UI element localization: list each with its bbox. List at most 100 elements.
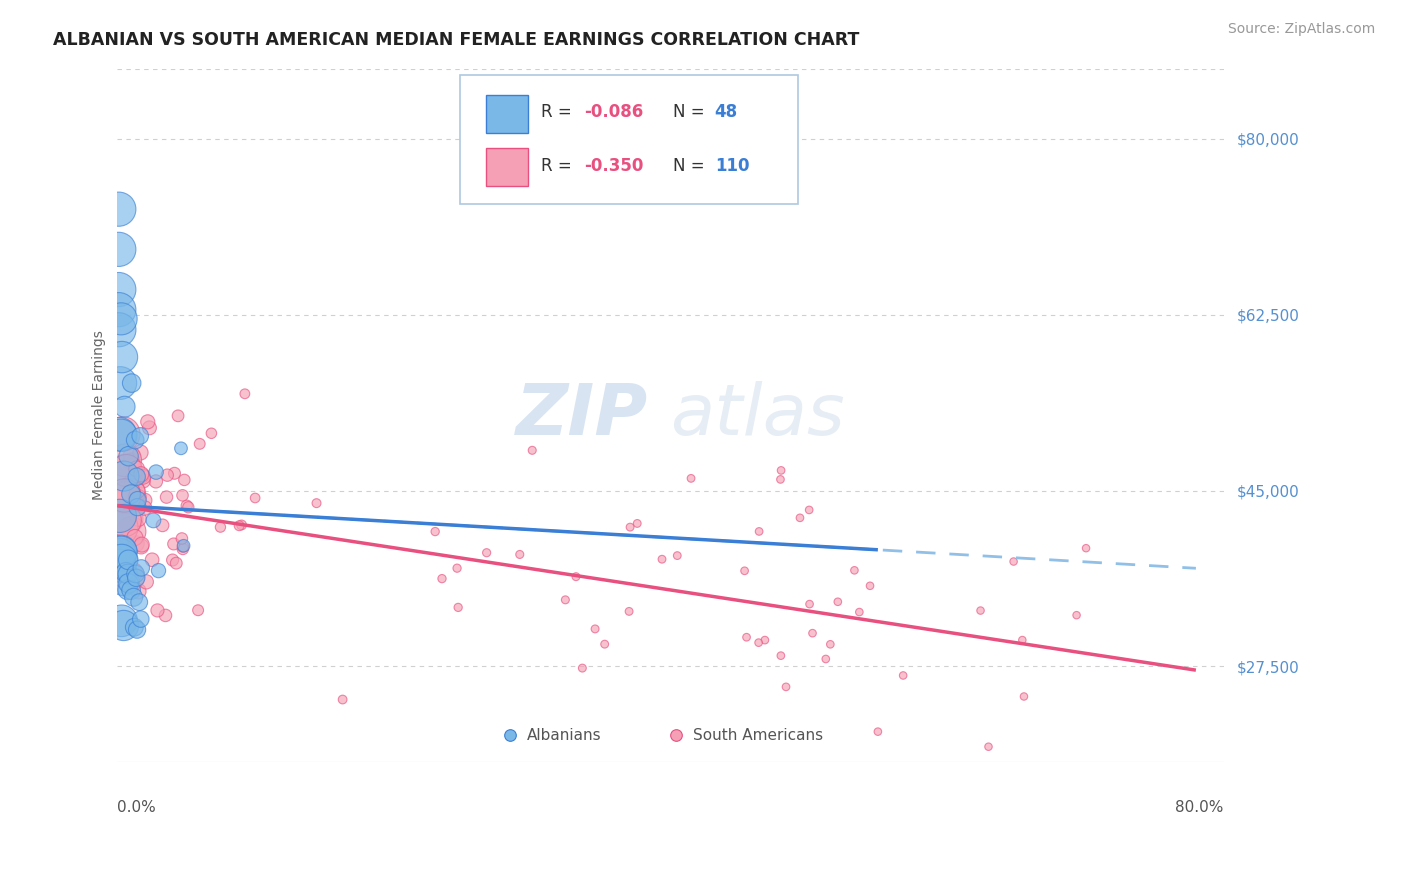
FancyBboxPatch shape bbox=[485, 95, 527, 133]
Point bbox=[141, 553, 163, 567]
Point bbox=[108, 302, 131, 317]
Point bbox=[138, 421, 160, 435]
Point bbox=[626, 516, 648, 531]
Point bbox=[152, 518, 174, 533]
Point bbox=[769, 648, 792, 663]
Point bbox=[121, 376, 143, 390]
Point bbox=[108, 548, 131, 562]
Point bbox=[114, 491, 136, 505]
Text: -0.350: -0.350 bbox=[585, 157, 644, 175]
Point bbox=[127, 490, 149, 504]
Text: N =: N = bbox=[672, 157, 704, 175]
Point bbox=[651, 552, 673, 566]
Point bbox=[132, 470, 155, 484]
Point bbox=[112, 488, 135, 502]
Point bbox=[162, 553, 184, 567]
FancyBboxPatch shape bbox=[485, 148, 527, 186]
Point bbox=[136, 415, 159, 429]
Point bbox=[108, 283, 131, 297]
Point bbox=[1074, 541, 1097, 556]
Point bbox=[108, 558, 131, 573]
Point bbox=[425, 524, 447, 539]
Point bbox=[129, 467, 152, 482]
Point bbox=[735, 630, 758, 644]
Point bbox=[243, 491, 266, 505]
Text: 0.0%: 0.0% bbox=[118, 800, 156, 815]
Point bbox=[173, 473, 195, 487]
FancyBboxPatch shape bbox=[460, 76, 797, 203]
Point bbox=[110, 311, 132, 326]
Text: 48: 48 bbox=[714, 103, 738, 121]
Text: atlas: atlas bbox=[671, 381, 845, 450]
Point bbox=[827, 595, 849, 609]
Point bbox=[770, 463, 793, 477]
Point bbox=[129, 561, 152, 575]
Point bbox=[332, 692, 354, 706]
Point bbox=[430, 572, 453, 586]
Point bbox=[509, 548, 531, 562]
Point bbox=[814, 652, 837, 666]
Point bbox=[117, 553, 139, 567]
Y-axis label: Median Female Earnings: Median Female Earnings bbox=[93, 330, 107, 500]
Point bbox=[124, 433, 146, 447]
Point bbox=[108, 427, 131, 442]
Point bbox=[146, 603, 169, 617]
Point bbox=[176, 499, 198, 513]
Point bbox=[110, 428, 132, 442]
Point bbox=[108, 508, 131, 523]
Point bbox=[117, 567, 139, 582]
Point bbox=[172, 541, 194, 556]
Point bbox=[891, 668, 914, 682]
Point bbox=[114, 513, 136, 527]
Point bbox=[108, 520, 131, 534]
Point bbox=[120, 485, 142, 500]
Point bbox=[134, 493, 156, 508]
Point bbox=[866, 724, 889, 739]
Point bbox=[447, 600, 470, 615]
Point bbox=[108, 323, 131, 337]
Point bbox=[163, 467, 186, 481]
Point bbox=[799, 597, 821, 611]
Point bbox=[754, 633, 776, 648]
Point bbox=[115, 512, 138, 526]
Point bbox=[446, 561, 468, 575]
Point bbox=[1011, 633, 1033, 648]
Point bbox=[173, 539, 195, 553]
Point bbox=[1002, 555, 1025, 569]
Point bbox=[1066, 608, 1088, 623]
Point bbox=[111, 553, 134, 567]
Point bbox=[125, 537, 148, 551]
Point bbox=[121, 474, 143, 488]
Point bbox=[859, 579, 882, 593]
Point bbox=[789, 511, 811, 525]
Point bbox=[593, 637, 616, 651]
Point bbox=[200, 426, 222, 441]
Point bbox=[110, 544, 132, 558]
Point bbox=[120, 487, 142, 501]
Point bbox=[1012, 690, 1035, 704]
Point bbox=[769, 472, 792, 486]
Point bbox=[115, 463, 138, 477]
Point bbox=[145, 465, 167, 479]
Point bbox=[114, 463, 136, 477]
Text: ALBANIAN VS SOUTH AMERICAN MEDIAN FEMALE EARNINGS CORRELATION CHART: ALBANIAN VS SOUTH AMERICAN MEDIAN FEMALE… bbox=[53, 31, 860, 49]
Point bbox=[187, 603, 209, 617]
Point bbox=[125, 462, 148, 476]
Point bbox=[114, 453, 136, 467]
Point bbox=[177, 500, 200, 515]
Point bbox=[111, 350, 134, 364]
Point bbox=[617, 604, 640, 618]
Point bbox=[148, 564, 170, 578]
Point bbox=[117, 576, 139, 591]
Point bbox=[305, 496, 328, 510]
Point bbox=[129, 540, 152, 554]
Point bbox=[108, 243, 131, 257]
Point bbox=[155, 608, 177, 623]
Point bbox=[128, 511, 150, 525]
Point bbox=[188, 437, 211, 451]
Point bbox=[475, 546, 498, 560]
Point bbox=[127, 483, 149, 498]
Point bbox=[117, 582, 139, 597]
Point bbox=[112, 618, 135, 632]
Point bbox=[844, 563, 866, 577]
